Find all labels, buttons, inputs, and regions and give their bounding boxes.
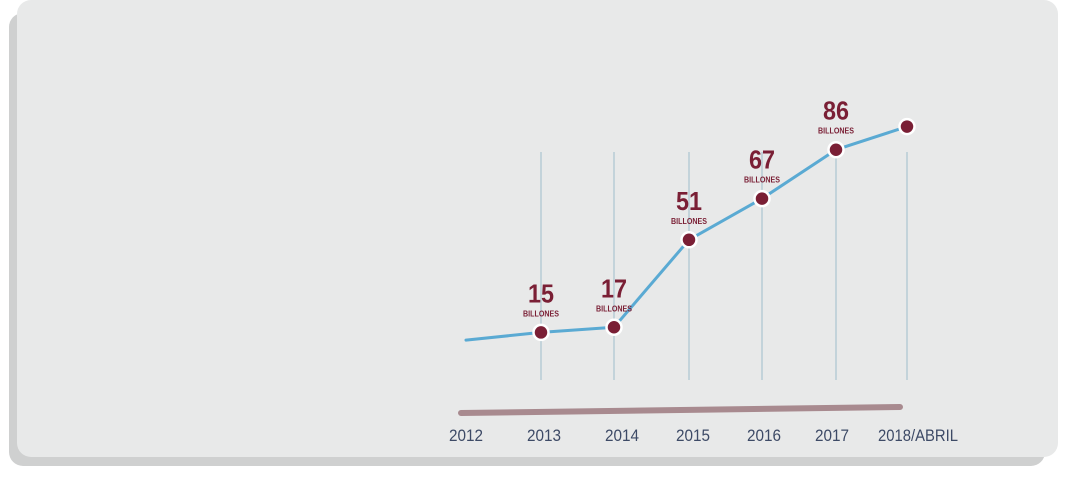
data-label-value-2015: 51 <box>676 186 702 216</box>
x-axis-bar <box>458 404 903 416</box>
point-marker-2014 <box>605 318 623 337</box>
data-label-unit-2014: BILLONES <box>596 303 632 313</box>
point-marker-2015 <box>680 231 698 249</box>
x-tick-label-2014: 2014 <box>605 426 639 445</box>
x-tick-label-2015: 2015 <box>676 426 710 445</box>
data-label-value-2014: 17 <box>601 273 627 303</box>
x-tick-label-2017: 2017 <box>815 426 849 445</box>
x-tick-label-2018/ABRIL: 2018/ABRIL <box>878 426 958 445</box>
point-marker-2016 <box>753 189 771 208</box>
data-label-unit-2016: BILLONES <box>744 175 780 185</box>
data-label-value-2013: 15 <box>528 278 554 308</box>
x-tick-label-2013: 2013 <box>527 426 561 445</box>
point-marker-2018/ABRIL <box>898 117 916 136</box>
data-label-value-2016: 67 <box>749 145 775 175</box>
point-marker-2013 <box>532 323 550 342</box>
data-label-unit-2017: BILLONES <box>818 126 854 136</box>
x-tick-label-2012: 2012 <box>449 426 483 445</box>
chart-card <box>17 0 1058 457</box>
point-marker-2017 <box>827 140 845 159</box>
data-label-unit-2015: BILLONES <box>671 216 707 226</box>
data-label-value-2017: 86 <box>823 96 849 126</box>
data-label-unit-2013: BILLONES <box>523 308 559 318</box>
x-tick-label-2016: 2016 <box>747 426 781 445</box>
